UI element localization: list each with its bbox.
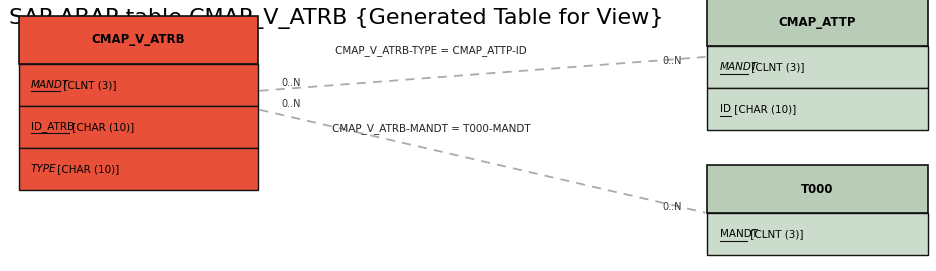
Text: [CHAR (10)]: [CHAR (10)] bbox=[69, 122, 134, 132]
Text: CMAP_ATTP: CMAP_ATTP bbox=[778, 16, 856, 29]
Text: [CHAR (10)]: [CHAR (10)] bbox=[53, 164, 119, 174]
Text: MANDT: MANDT bbox=[31, 80, 69, 90]
Text: ID: ID bbox=[719, 104, 730, 114]
Bar bbox=[707, 88, 927, 130]
Text: MANDT: MANDT bbox=[719, 62, 757, 72]
Bar bbox=[19, 106, 257, 148]
Text: CMAP_V_ATRB-MANDT = T000-MANDT: CMAP_V_ATRB-MANDT = T000-MANDT bbox=[331, 123, 530, 134]
Text: [CLNT (3)]: [CLNT (3)] bbox=[746, 229, 802, 239]
Text: CMAP_V_ATRB: CMAP_V_ATRB bbox=[92, 34, 184, 46]
Text: 0..N: 0..N bbox=[281, 99, 300, 109]
Bar bbox=[19, 16, 257, 64]
Bar bbox=[19, 64, 257, 106]
Text: CMAP_V_ATRB-TYPE = CMAP_ATTP-ID: CMAP_V_ATRB-TYPE = CMAP_ATTP-ID bbox=[335, 45, 526, 56]
Text: T000: T000 bbox=[800, 183, 833, 195]
Bar bbox=[707, 0, 927, 46]
Text: SAP ABAP table CMAP_V_ATRB {Generated Table for View}: SAP ABAP table CMAP_V_ATRB {Generated Ta… bbox=[9, 8, 664, 29]
Bar bbox=[707, 46, 927, 88]
Bar bbox=[707, 165, 927, 213]
Text: 0..N: 0..N bbox=[281, 78, 300, 88]
Bar bbox=[19, 148, 257, 190]
Text: TYPE: TYPE bbox=[31, 164, 56, 174]
Text: [CHAR (10)]: [CHAR (10)] bbox=[730, 104, 795, 114]
Text: 0..N: 0..N bbox=[662, 56, 681, 66]
Text: [CLNT (3)]: [CLNT (3)] bbox=[748, 62, 804, 72]
Text: 0..N: 0..N bbox=[662, 202, 681, 212]
Bar bbox=[707, 213, 927, 255]
Text: MANDT: MANDT bbox=[719, 229, 757, 239]
Text: ID_ATRB: ID_ATRB bbox=[31, 121, 74, 132]
Text: [CLNT (3)]: [CLNT (3)] bbox=[60, 80, 116, 90]
